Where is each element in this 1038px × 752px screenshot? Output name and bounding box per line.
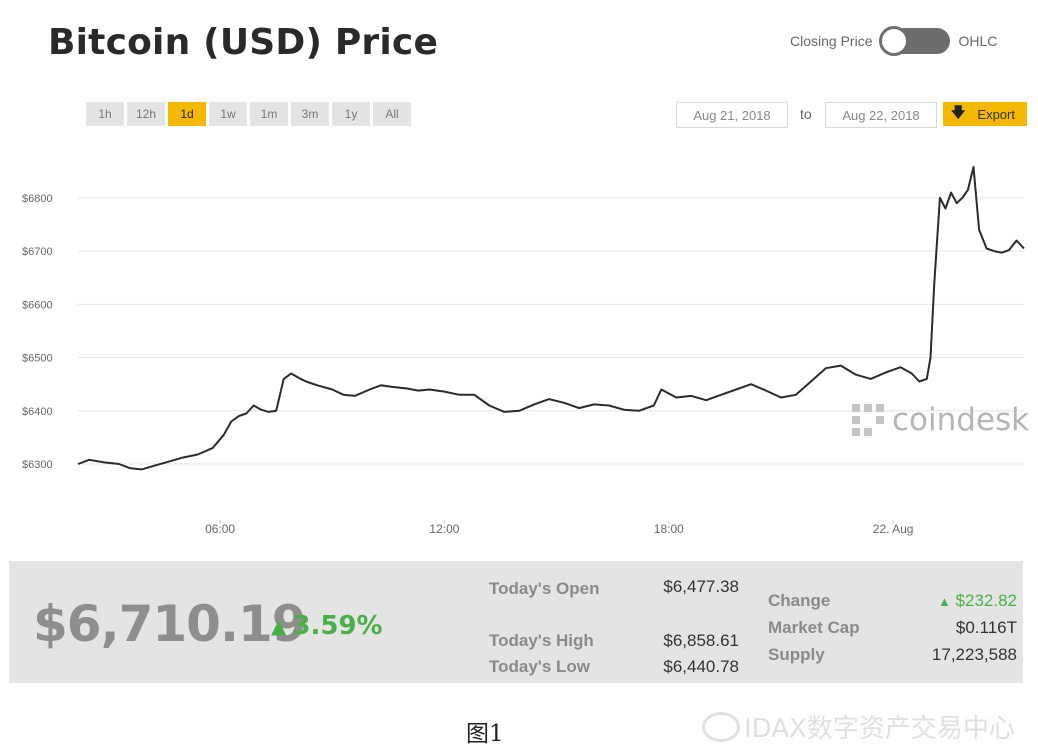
todays-high-label: Today's High [489,631,594,650]
supply-label: Supply [768,645,825,664]
current-price: $6,710.19 [33,595,307,653]
up-triangle-icon: ▲ [271,614,287,638]
range-button-3m[interactable]: 3m [291,102,329,126]
weibo-watermark: IDAX数字资产交易中心 [702,708,1015,745]
percent-change-value: 3.59% [292,611,383,641]
y-tick-label: $6600 [22,299,53,311]
coindesk-logo-icon [852,404,884,436]
todays-open-label: Today's Open [489,579,600,598]
price-line-chart: $6300 $6400 $6500 $6600 $6700 $6800 06:00 12:00… [22,166,1025,536]
weibo-account-name: IDAX数字资产交易中心 [744,714,1015,744]
todays-open-value: $6,477.38 [663,577,739,596]
chart-mode-toggle-group: Closing Price OHLC [790,26,998,56]
x-tick-label: 22. Aug [873,522,914,536]
download-arrow-icon: 🡇 [951,104,966,120]
change-up-triangle-icon: ▲ [937,594,951,609]
market-cap-label: Market Cap [768,618,860,637]
x-tick-label: 18:00 [654,522,684,536]
range-button-1m[interactable]: 1m [250,102,288,126]
price-series-line [77,166,1025,471]
y-tick-label: $6400 [22,406,53,418]
percent-change: ▲ 3.59% [271,611,383,641]
change-label: Change [768,591,831,610]
date-from-input[interactable]: Aug 21, 2018 [676,102,788,128]
supply-value: 17,223,588 [931,645,1017,664]
x-tick-label: 06:00 [205,522,235,536]
coindesk-wordmark: coindesk [892,402,1030,438]
figure-caption: 图1 [466,721,504,747]
y-tick-label: $6800 [22,193,53,205]
closing-price-ohlc-toggle[interactable] [879,26,951,56]
toggle-knob [879,26,910,56]
time-range-selector: 1h 12h 1d 1w 1m 3m 1y All [86,102,411,126]
date-to-input[interactable]: Aug 22, 2018 [825,102,937,128]
price-stats-panel: $6,710.19 ▲ 3.59% Today's Open $6,477.38… [9,561,1023,683]
range-button-1d[interactable]: 1d [168,102,206,126]
change-value: ▲ $232.82 [879,591,1017,611]
market-cap-value: $0.116T [955,618,1017,637]
range-button-1w[interactable]: 1w [209,102,247,126]
range-button-all[interactable]: All [373,102,411,126]
todays-low-label: Today's Low [489,657,591,676]
export-button[interactable]: 🡇 Export [943,102,1027,126]
range-button-12h[interactable]: 12h [127,102,165,126]
closing-price-label: Closing Price [790,33,873,49]
page-title: Bitcoin (USD) Price [48,22,439,63]
y-tick-label: $6700 [22,246,53,258]
x-tick-label: 12:00 [429,522,459,536]
export-label: Export [977,106,1015,122]
weibo-icon [702,711,740,742]
y-tick-label: $6300 [22,459,53,471]
y-tick-label: $6500 [22,353,53,365]
range-button-1y[interactable]: 1y [332,102,370,126]
range-button-1h[interactable]: 1h [86,102,124,126]
todays-low-value: $6,440.78 [663,657,739,676]
date-to-label: to [800,106,812,122]
coindesk-watermark: coindesk [852,402,1029,438]
change-amount: $232.82 [955,591,1017,610]
ohlc-label: OHLC [958,33,998,49]
todays-high-value: $6,858.61 [663,631,739,650]
